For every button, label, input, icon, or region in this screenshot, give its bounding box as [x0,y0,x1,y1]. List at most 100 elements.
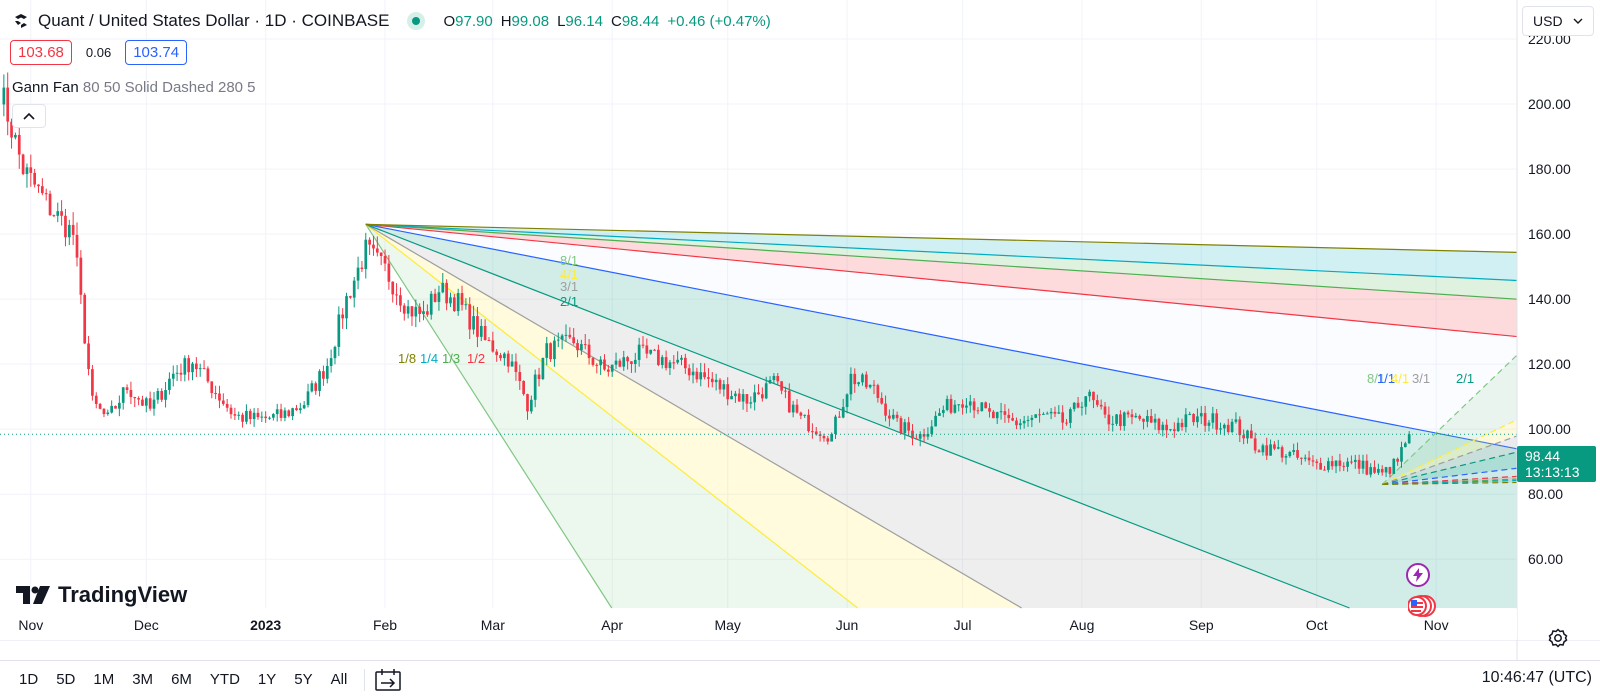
range-5y[interactable]: 5Y [294,671,313,688]
candle-body [414,306,418,317]
candle-body [383,256,387,264]
candle-body [880,397,884,404]
candle-body [529,399,533,412]
candle-body [945,398,949,411]
candle-body [164,389,167,400]
candle-body [67,224,71,238]
candle-body [1288,451,1292,457]
price-axis[interactable] [1518,0,1600,640]
high-value: 99.08 [511,12,550,30]
candle-body [649,349,653,354]
candle-body [903,422,907,434]
candle-body [1007,414,1011,419]
lightning-icon[interactable] [1406,563,1430,587]
candle-body [1138,415,1142,419]
candle-body [318,371,321,391]
candle-body [787,390,791,413]
candle-body [352,280,356,298]
candle-body [938,413,941,416]
candle-body [1326,461,1330,470]
toolbar-divider [364,668,366,691]
range-ytd[interactable]: YTD [209,671,240,688]
candle-body [1146,416,1149,422]
candle-body [703,372,706,378]
x-tick-label: Feb [373,617,397,633]
candle-body [1334,460,1338,467]
candle-body [1038,414,1041,416]
candle-body [780,381,783,391]
candle-body [918,434,922,439]
candle-body [295,408,298,411]
candle-body [637,344,641,360]
candle-body [2,87,6,105]
range-5d[interactable]: 5D [56,671,76,688]
currency-select[interactable]: USD [1522,6,1594,36]
candle-body [1142,418,1145,422]
buy-button[interactable]: 103.74 [125,40,188,65]
change-value: +0.46 (+0.47%) [667,12,771,30]
candle-body [175,372,179,374]
candle-body [410,306,414,317]
candle-body [464,304,468,306]
candle-body [1300,457,1303,459]
indicator-legend[interactable]: Gann Fan 80 50 Solid Dashed 280 5 [12,79,256,96]
candle-body [1115,414,1118,424]
candle-body [1211,413,1215,423]
gann-line-2-1 [365,223,1350,609]
time-axis[interactable] [0,609,1517,640]
range-1y[interactable]: 1Y [257,671,277,688]
candle-body [94,395,98,404]
candle-body [221,400,225,404]
candle-body [379,252,383,257]
candle-body [1188,414,1192,416]
range-all[interactable]: All [330,671,348,688]
candle-body [741,394,745,402]
candle-body [653,349,656,351]
candle-body [487,340,491,342]
us-flag-icon[interactable] [1408,594,1438,618]
candle-body [730,396,733,400]
candle-body [768,380,772,384]
range-buttons: 1D 5D 1M 3M 6M YTD 1Y 5Y All [0,671,356,688]
candle-body [195,363,198,370]
symbol-header: Quant / United States Dollar · 1D · COIN… [12,8,771,34]
candle-body [1119,414,1122,427]
candle-body [622,357,626,367]
candle-body [988,408,991,412]
gann-fan-1[interactable]: 8/14/13/12/11/8 1/4 1/3 1/2 [365,223,1518,609]
candle-body [1330,461,1334,467]
candle-body [1134,415,1138,418]
gann-fan-2[interactable]: 8/11/14/1 3/1 2/1 [1367,354,1518,486]
candle-body [1053,411,1057,414]
range-3m[interactable]: 3M [132,671,154,688]
symbol-title[interactable]: Quant / United States Dollar · 1D · COIN… [38,11,390,30]
open-value: 97.90 [455,12,493,30]
range-1d[interactable]: 1D [19,671,39,688]
candle-body [591,358,595,365]
x-tick-label: Nov [18,617,43,633]
low-value: 96.14 [565,12,603,30]
gann-line-1-8 [1382,481,1518,486]
range-6m[interactable]: 6M [171,671,192,688]
collapse-legend-button[interactable] [12,104,46,128]
utc-clock[interactable]: 10:46:47 (UTC) [1481,669,1592,686]
candle-body [1242,435,1245,439]
candle-body [1088,391,1091,397]
range-1m[interactable]: 1M [93,671,115,688]
gann-line-1-1 [1382,467,1518,486]
y-tick-label: 120.00 [1528,356,1571,372]
candle-body [1350,461,1353,463]
candle-body [506,353,510,367]
candle-body [795,404,799,413]
gear-icon[interactable] [1548,628,1568,648]
candle-body [576,343,579,351]
sell-button[interactable]: 103.68 [10,40,72,65]
candle-body [868,384,872,388]
candle-body [160,391,164,400]
brand-name: TradingView [58,582,188,607]
compare-calendar-icon[interactable] [375,668,402,691]
candle-body [876,385,880,398]
x-tick-label: Sep [1189,617,1214,633]
candle-body [356,267,360,281]
